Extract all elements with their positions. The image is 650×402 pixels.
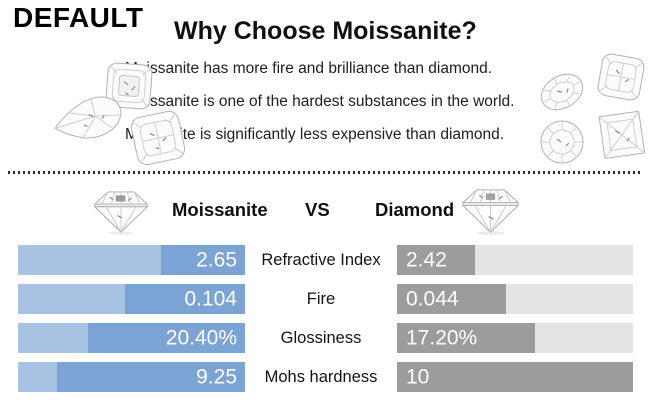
benefit-line: Moissanite has more fire and brilliance … — [125, 60, 493, 77]
diamond-value: 17.20% — [406, 326, 478, 350]
moissanite-bar: 0.104 — [18, 284, 245, 314]
moissanite-bar: 2.65 — [18, 245, 245, 275]
default-badge: DEFAULT — [13, 2, 144, 33]
diamond-bar: 10 — [397, 362, 633, 392]
diamond-bar: 0.044 — [397, 284, 633, 314]
princess-gem-icon — [598, 110, 646, 160]
moissanite-bar-accent — [56, 362, 245, 392]
diamond-value: 2.42 — [406, 248, 447, 272]
vs-label: VS — [305, 199, 330, 220]
moissanite-value: 2.65 — [196, 248, 237, 272]
comparison-row: 20.40% Glossiness 17.20% — [18, 323, 633, 353]
comparison-row: 0.104 Fire 0.044 — [18, 284, 633, 314]
diamond-bar-accent — [397, 245, 475, 275]
round-gem-icon — [540, 120, 584, 164]
comparison-row: 2.65 Refractive Index 2.42 — [18, 245, 633, 275]
metric-label: Glossiness — [280, 328, 362, 347]
gem-cluster-right-image — [540, 53, 646, 164]
moissanite-bar-accent — [124, 284, 245, 314]
comparison-row: 9.25 Mohs hardness 10 — [18, 362, 633, 392]
diamond-icon — [93, 191, 149, 235]
benefit-list: Moissanite has more fire and brilliance … — [125, 61, 514, 160]
diamond-bar-accent — [397, 284, 506, 314]
moissanite-bar: 9.25 — [18, 362, 245, 392]
diamond-value: 10 — [406, 365, 430, 389]
benefit-line: Moissanite is one of the hardest substan… — [125, 93, 515, 110]
moissanite-value: 0.104 — [184, 287, 237, 311]
diamond-icon — [461, 189, 520, 235]
metric-label: Mohs hardness — [264, 367, 378, 386]
diamond-bar: 17.20% — [397, 323, 633, 353]
page-title: Why Choose Moissanite? — [174, 17, 477, 45]
cushion-gem-icon — [130, 110, 186, 166]
cushion-gem-icon — [597, 53, 645, 101]
moissanite-label: Moissanite — [172, 199, 268, 220]
diamond-bar-accent — [397, 362, 633, 392]
dotted-divider — [8, 171, 642, 174]
diamond-bar-accent — [397, 323, 536, 353]
moissanite-bar-accent — [161, 245, 245, 275]
moissanite-bar-accent — [88, 323, 245, 353]
comparison-chart: 2.65 Refractive Index 2.42 0.104 Fire 0.044 20… — [18, 245, 633, 401]
oval-gem-icon — [540, 73, 584, 111]
pear-gem-icon — [54, 96, 122, 139]
benefit-line: Mossanite is significantly less expensiv… — [125, 126, 505, 143]
gem-cluster-left-image — [54, 62, 186, 166]
diamond-bar: 2.42 — [397, 245, 633, 275]
diamond-label: Diamond — [375, 199, 455, 220]
moissanite-bar: 20.40% — [18, 323, 245, 353]
moissanite-value: 9.25 — [196, 365, 237, 389]
metric-label: Refractive Index — [261, 250, 381, 269]
moissanite-value: 20.40% — [165, 326, 237, 350]
asscher-gem-icon — [105, 62, 153, 110]
metric-label: Fire — [306, 289, 336, 308]
diamond-value: 0.044 — [406, 287, 459, 311]
